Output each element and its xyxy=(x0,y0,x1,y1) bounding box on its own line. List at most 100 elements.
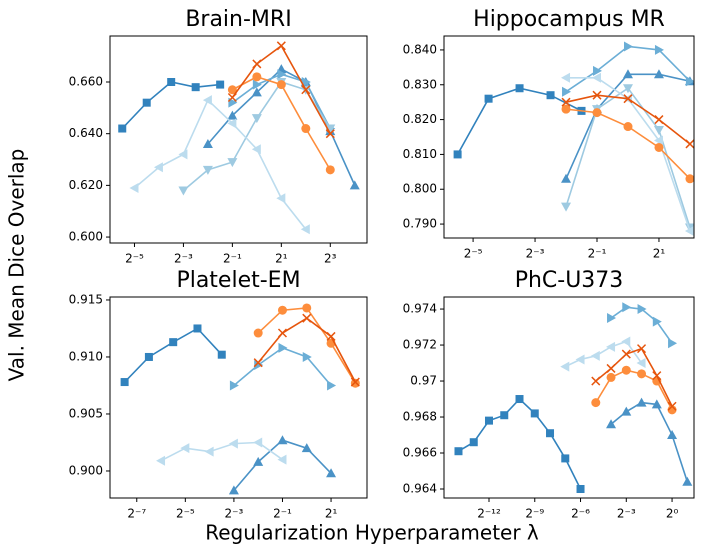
x-tick-label: 2¹ xyxy=(653,247,666,261)
marker xyxy=(144,352,153,361)
marker xyxy=(202,95,212,106)
marker xyxy=(251,87,262,97)
marker xyxy=(325,165,335,175)
marker xyxy=(227,110,238,120)
marker xyxy=(592,72,602,83)
series-line xyxy=(595,369,673,411)
marker xyxy=(636,358,646,369)
marker xyxy=(129,182,139,193)
series-line xyxy=(257,317,357,383)
x-tick-label: 2⁻⁹ xyxy=(525,507,544,521)
marker xyxy=(606,341,616,352)
marker xyxy=(500,411,509,420)
marker xyxy=(253,456,264,466)
series-line xyxy=(233,346,332,387)
x-tick-label: 2¹ xyxy=(275,252,288,266)
marker xyxy=(653,69,664,79)
marker xyxy=(227,85,237,95)
marker xyxy=(454,447,463,456)
series-line xyxy=(160,441,283,462)
marker xyxy=(228,485,239,495)
marker xyxy=(350,378,360,388)
marker xyxy=(302,303,312,313)
x-tick-label: 2⁻¹ xyxy=(588,247,607,261)
marker xyxy=(251,114,262,124)
y-tick-label: 0.820 xyxy=(403,112,437,126)
marker xyxy=(253,328,263,338)
y-tick-label: 0.915 xyxy=(69,292,103,306)
marker xyxy=(204,446,214,457)
marker xyxy=(606,419,617,429)
marker xyxy=(349,180,360,190)
marker xyxy=(607,313,617,324)
x-tick-label: 2⁻¹ xyxy=(223,252,242,266)
series-line xyxy=(231,44,331,135)
marker xyxy=(253,358,263,368)
marker xyxy=(622,69,633,79)
marker xyxy=(118,124,127,133)
marker xyxy=(685,76,694,87)
marker xyxy=(253,437,263,448)
marker xyxy=(561,173,572,183)
marker xyxy=(301,77,311,87)
marker xyxy=(277,454,287,465)
marker xyxy=(252,72,262,82)
marker xyxy=(301,443,312,453)
marker xyxy=(142,98,151,107)
x-tick-label: 2⁻³ xyxy=(526,247,545,261)
x-tick-label: 2⁻³ xyxy=(225,507,244,521)
marker xyxy=(228,438,238,449)
marker xyxy=(301,85,311,95)
plot-area xyxy=(118,41,360,235)
marker xyxy=(561,454,570,463)
x-tick-label: 2⁻³ xyxy=(174,252,193,266)
marker xyxy=(621,365,631,375)
marker xyxy=(606,372,616,382)
marker xyxy=(622,302,632,313)
y-tick-label: 0.810 xyxy=(403,147,437,161)
marker xyxy=(561,104,571,114)
plot-frame xyxy=(109,35,368,244)
chart-title: PhC-U373 xyxy=(515,268,624,293)
marker xyxy=(591,398,601,408)
marker xyxy=(178,149,188,160)
marker xyxy=(652,371,662,381)
marker xyxy=(654,142,664,152)
y-tick-label: 0.972 xyxy=(403,338,437,352)
marker xyxy=(153,162,163,173)
series-line xyxy=(233,439,332,491)
marker xyxy=(667,430,678,440)
y-tick-label: 0.830 xyxy=(403,77,437,91)
marker xyxy=(593,65,603,76)
marker xyxy=(561,202,572,212)
marker xyxy=(654,115,664,125)
plot-frame xyxy=(443,296,695,499)
marker xyxy=(637,344,647,354)
y-tick-label: 0.840 xyxy=(403,42,437,56)
marker xyxy=(252,79,262,90)
y-tick-label: 0.790 xyxy=(403,217,437,231)
marker xyxy=(684,226,694,237)
x-tick-label: 2⁻⁵ xyxy=(176,507,195,521)
marker xyxy=(277,435,288,445)
marker xyxy=(326,468,337,478)
marker xyxy=(515,84,524,93)
marker xyxy=(623,122,633,132)
marker xyxy=(277,328,288,338)
marker xyxy=(652,316,662,327)
marker xyxy=(653,126,664,136)
x-tick-label: 2⁻⁷ xyxy=(127,507,146,521)
marker xyxy=(682,476,693,486)
marker xyxy=(636,397,647,407)
marker xyxy=(453,150,462,159)
y-tick-label: 0.974 xyxy=(403,302,437,316)
marker xyxy=(667,401,677,411)
marker xyxy=(254,359,264,370)
marker xyxy=(252,59,262,69)
x-tick-label: 2⁻⁶ xyxy=(571,507,590,521)
marker xyxy=(178,186,189,196)
marker xyxy=(120,378,129,387)
y-tick-label: 0.900 xyxy=(69,463,103,477)
marker xyxy=(277,69,287,80)
marker xyxy=(561,72,571,83)
